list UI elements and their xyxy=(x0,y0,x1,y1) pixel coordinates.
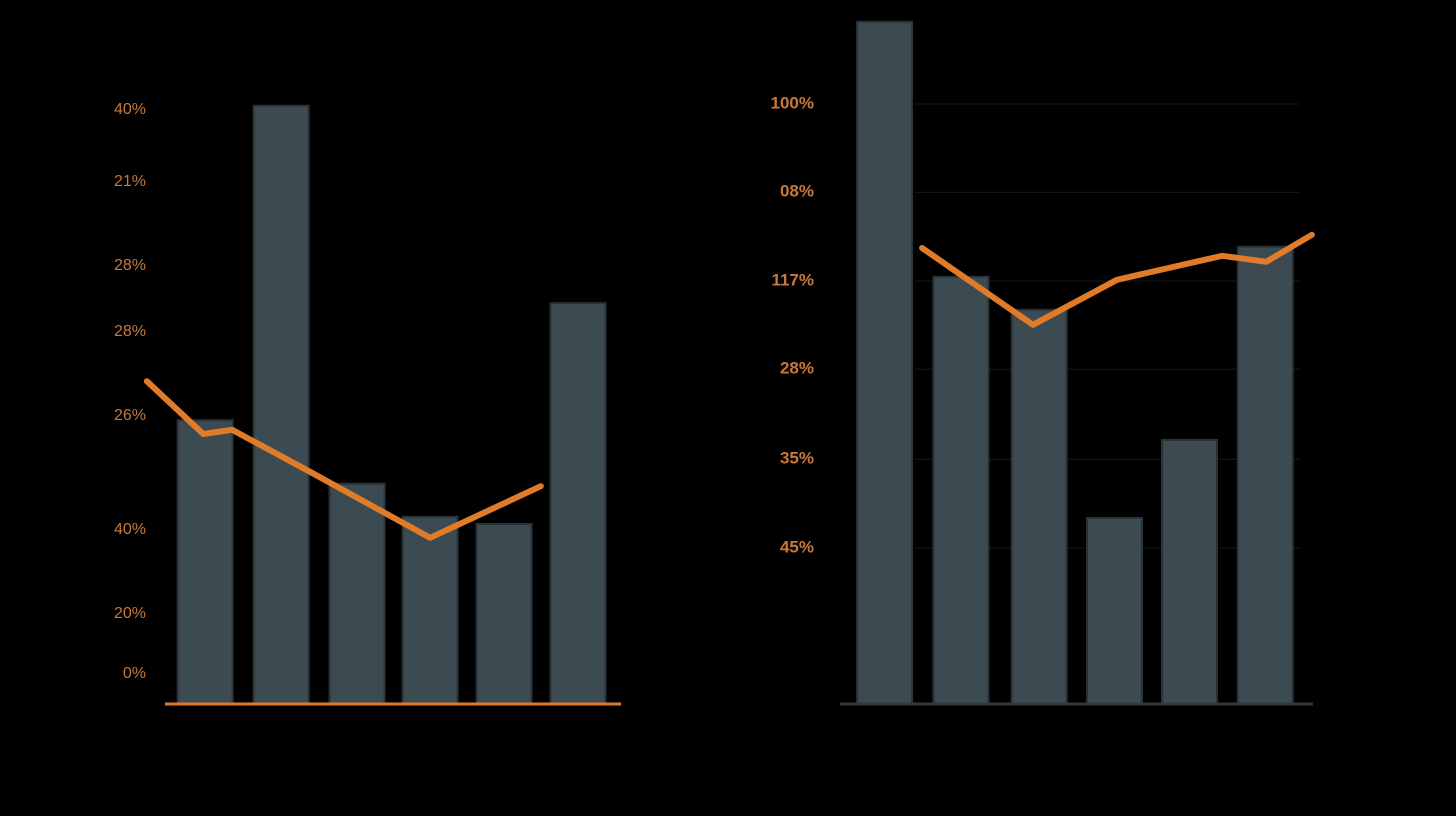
line xyxy=(143,378,544,541)
bar xyxy=(1010,308,1068,705)
bar xyxy=(549,302,607,705)
bar xyxy=(856,20,914,706)
bar xyxy=(176,419,234,705)
bar xyxy=(932,275,990,705)
bar xyxy=(1086,517,1144,705)
y-tick-label: 35% xyxy=(780,449,814,468)
line xyxy=(919,231,1315,328)
bar xyxy=(328,482,386,705)
y-tick-label: 117% xyxy=(771,270,814,289)
y-tick-label: 21% xyxy=(114,173,146,190)
bar xyxy=(1160,439,1218,705)
bar xyxy=(475,523,533,705)
y-tick-label: 20% xyxy=(114,605,146,622)
y-tick-label: 0% xyxy=(123,665,146,682)
y-tick-label: 100% xyxy=(771,93,814,112)
y-tick-label: 08% xyxy=(780,182,814,201)
bar xyxy=(252,104,310,706)
y-tick-label: 28% xyxy=(114,257,146,274)
bar xyxy=(401,515,459,705)
y-tick-label: 45% xyxy=(780,537,814,556)
y-tick-label: 28% xyxy=(114,323,146,340)
y-tick-label: 26% xyxy=(114,407,146,424)
bar xyxy=(1236,245,1294,706)
y-tick-label: 28% xyxy=(780,359,814,378)
y-tick-label: 40% xyxy=(114,101,146,118)
y-tick-label: 40% xyxy=(114,521,146,538)
